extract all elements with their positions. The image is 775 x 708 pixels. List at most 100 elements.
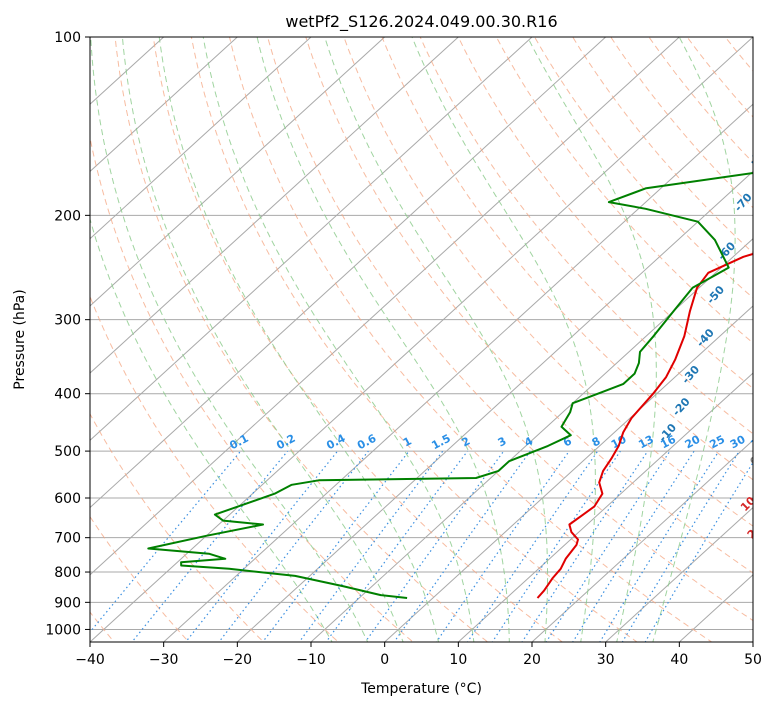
- dry-adiabat-label: 30: [758, 549, 775, 569]
- dry-adiabat-label: 40: [769, 579, 775, 599]
- isotherm-line: [90, 37, 460, 374]
- dry-adiabat-line: [572, 37, 753, 254]
- mixing-ratio-line: [599, 450, 720, 642]
- y-tick-label: 700: [54, 531, 81, 547]
- isotherm-line: [383, 305, 753, 642]
- y-tick-label: 900: [54, 595, 81, 611]
- mixing-ratio-line: [393, 450, 531, 642]
- dry-adiabat-line: [90, 295, 339, 642]
- mixing-ratio-label: 16: [658, 433, 678, 452]
- dry-adiabat-line: [90, 515, 190, 642]
- x-tick-label: −40: [75, 652, 105, 668]
- mixing-ratio-line: [644, 461, 753, 642]
- x-axis: −40 −30 −20 −10 0 10 20 30 40 50: [75, 642, 762, 668]
- isotherm-line: [604, 506, 753, 642]
- isotherm-line: [236, 170, 753, 642]
- dry-adiabat-line: [152, 37, 564, 642]
- grid-layer: [90, 37, 753, 642]
- y-tick-label: 500: [54, 444, 81, 460]
- mixing-ratio-line: [325, 450, 468, 642]
- moist-adiabat-line: [121, 37, 404, 642]
- mixing-ratio-label: 0.2: [274, 432, 297, 453]
- dry-adiabat-line: [381, 37, 753, 481]
- x-tick-label: 30: [597, 652, 615, 668]
- x-tick-label: 40: [670, 652, 688, 668]
- temperature-line: [536, 252, 753, 599]
- moist-adiabat-line: [158, 37, 440, 642]
- dry-adiabats: [90, 10, 775, 654]
- mixing-ratio-label: 36: [749, 433, 769, 452]
- isotherm-line: [90, 37, 681, 576]
- y-tick-label: 1000: [45, 622, 81, 638]
- mixing-ratio-label: 20: [683, 433, 703, 452]
- mixing-ratio-label: 8: [590, 434, 603, 449]
- isotherm-line: [90, 37, 239, 173]
- dry-adiabat-line: [419, 37, 753, 435]
- mixing-ratio-label: 25: [707, 433, 727, 452]
- moist-adiabat-line: [527, 37, 657, 642]
- mixing-ratio-line: [131, 450, 289, 642]
- mixing-ratio-line: [218, 450, 369, 642]
- y-tick-label: 100: [54, 30, 81, 46]
- mixing-ratio-lines: 0.1 0.2 0.4 0.6 1 1.5 2 3 4 6 8 10 13 16 20 25 30 36: [90, 432, 769, 642]
- dry-adiabat-line: [90, 135, 414, 642]
- mixing-ratio-line: [621, 450, 740, 642]
- x-tick-label: 50: [744, 652, 762, 668]
- dry-adiabat-line: [305, 37, 753, 574]
- y-tick-label: 300: [54, 313, 81, 329]
- dry-adiabat-line: [267, 37, 753, 622]
- mixing-ratio-line: [364, 450, 505, 642]
- moist-adiabats: [90, 37, 736, 642]
- isotherm-line: [90, 37, 312, 240]
- y-tick-label: 200: [54, 208, 81, 224]
- moist-adiabat-line: [411, 37, 596, 642]
- dry-adiabat-line: [228, 37, 713, 642]
- moist-adiabat-line: [652, 37, 736, 642]
- pseudo-adiabat-label: -30: [679, 363, 702, 387]
- mixing-ratio-line: [185, 450, 339, 642]
- x-tick-label: −20: [223, 652, 253, 668]
- x-tick-label: 0: [380, 652, 389, 668]
- isotherm-line: [90, 37, 386, 307]
- dewpoint-line: [147, 171, 753, 599]
- mixing-ratio-label: 0.4: [324, 432, 348, 453]
- dry-adiabat-line: [534, 37, 753, 299]
- y-axis-label: Pressure (hPa): [12, 289, 28, 389]
- mixing-ratio-line: [435, 450, 570, 642]
- pseudo-adiabat-label: -20: [670, 395, 693, 419]
- dry-adiabat-label: 10: [738, 494, 758, 514]
- pseudo-adiabat-label: -70: [732, 191, 755, 215]
- x-tick-label: −10: [296, 652, 326, 668]
- dry-adiabat-line: [742, 10, 775, 654]
- mixing-ratio-line: [298, 450, 444, 642]
- x-tick-label: 10: [449, 652, 467, 668]
- mixing-ratio-line: [466, 450, 599, 642]
- moist-adiabat-line: [202, 37, 475, 642]
- mixing-ratio-label: 13: [636, 433, 656, 452]
- isotherm-line: [90, 37, 607, 509]
- y-tick-label: 800: [54, 565, 81, 581]
- y-tick-label: 400: [54, 387, 81, 403]
- mixing-ratio-label: 0.1: [227, 432, 250, 453]
- mixing-ratio-line: [521, 450, 649, 642]
- chart-title: wetPf2_S126.2024.049.00.30.R16: [285, 12, 557, 32]
- isotherm-line: [678, 574, 753, 642]
- mixing-ratio-label: 3: [496, 434, 509, 449]
- moist-adiabat-line: [256, 37, 510, 642]
- isotherm-line: [90, 37, 165, 105]
- mixing-ratio-line: [90, 450, 242, 633]
- isotherm-line: [531, 439, 753, 642]
- pseudo-adiabat-label: -80: [746, 144, 769, 168]
- mixing-ratio-line: [545, 450, 671, 642]
- isotherm-line: [457, 372, 753, 642]
- x-axis-label: Temperature (°C): [360, 681, 482, 697]
- mixing-ratio-label: 10: [609, 433, 629, 452]
- moist-adiabat-line: [90, 37, 369, 642]
- mixing-ratio-label: 30: [728, 433, 748, 452]
- dry-adiabat-line: [190, 37, 638, 642]
- isotherm-line: [752, 641, 753, 642]
- x-tick-label: 20: [523, 652, 541, 668]
- dry-adiabat-label: 20: [745, 521, 765, 541]
